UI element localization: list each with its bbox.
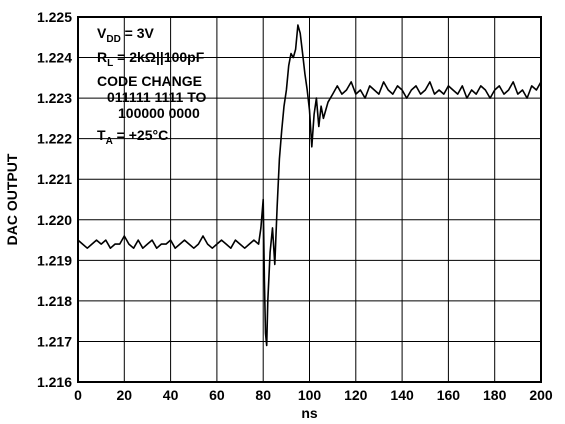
series-line [77, 24, 542, 347]
y-tick-label: 1.221 [37, 171, 72, 187]
y-tick-label: 1.219 [37, 252, 72, 268]
y-tick-label: 1.218 [37, 293, 72, 309]
annotation-box: VDD = 3V RL = 2kΩ||100pF CODE CHANGE 011… [97, 25, 207, 147]
x-tick-label: 180 [483, 387, 507, 403]
x-tick-label: 100 [298, 387, 322, 403]
y-tick-label: 1.220 [37, 212, 72, 228]
x-tick-label: 60 [209, 387, 225, 403]
series-layer [77, 24, 542, 347]
x-tick-label: 20 [117, 387, 133, 403]
y-tick-label: 1.217 [37, 333, 72, 349]
annotation-vdd: VDD = 3V [97, 25, 155, 45]
y-tick-label: 1.222 [37, 131, 72, 147]
annotation-code-change: CODE CHANGE [97, 73, 202, 89]
grid [78, 17, 541, 382]
y-axis-label: DAC OUTPUT [4, 153, 20, 245]
x-axis-ticks: 0 20 40 60 80 100 120 140 160 180 200 [74, 387, 553, 403]
annotation-rl: RL = 2kΩ||100pF [97, 49, 205, 69]
x-axis-label: ns [301, 405, 318, 421]
x-tick-label: 140 [390, 387, 414, 403]
y-tick-label: 1.216 [37, 374, 72, 390]
y-tick-label: 1.225 [37, 9, 72, 25]
x-tick-label: 200 [529, 387, 553, 403]
annotation-code-from: 011111 1111 TO [107, 89, 207, 105]
y-tick-label: 1.224 [37, 50, 72, 66]
x-tick-label: 120 [344, 387, 368, 403]
x-tick-label: 0 [74, 387, 82, 403]
plot-frame [77, 16, 542, 383]
y-tick-label: 1.223 [37, 90, 72, 106]
x-tick-label: 40 [163, 387, 179, 403]
y-axis-ticks: 1.216 1.217 1.218 1.219 1.220 1.221 1.222 1.223… [37, 9, 72, 390]
x-tick-label: 160 [437, 387, 461, 403]
annotation-ta: TA = +25°C [97, 127, 168, 147]
annotation-code-to: 100000 0000 [118, 105, 200, 121]
x-tick-label: 80 [255, 387, 271, 403]
